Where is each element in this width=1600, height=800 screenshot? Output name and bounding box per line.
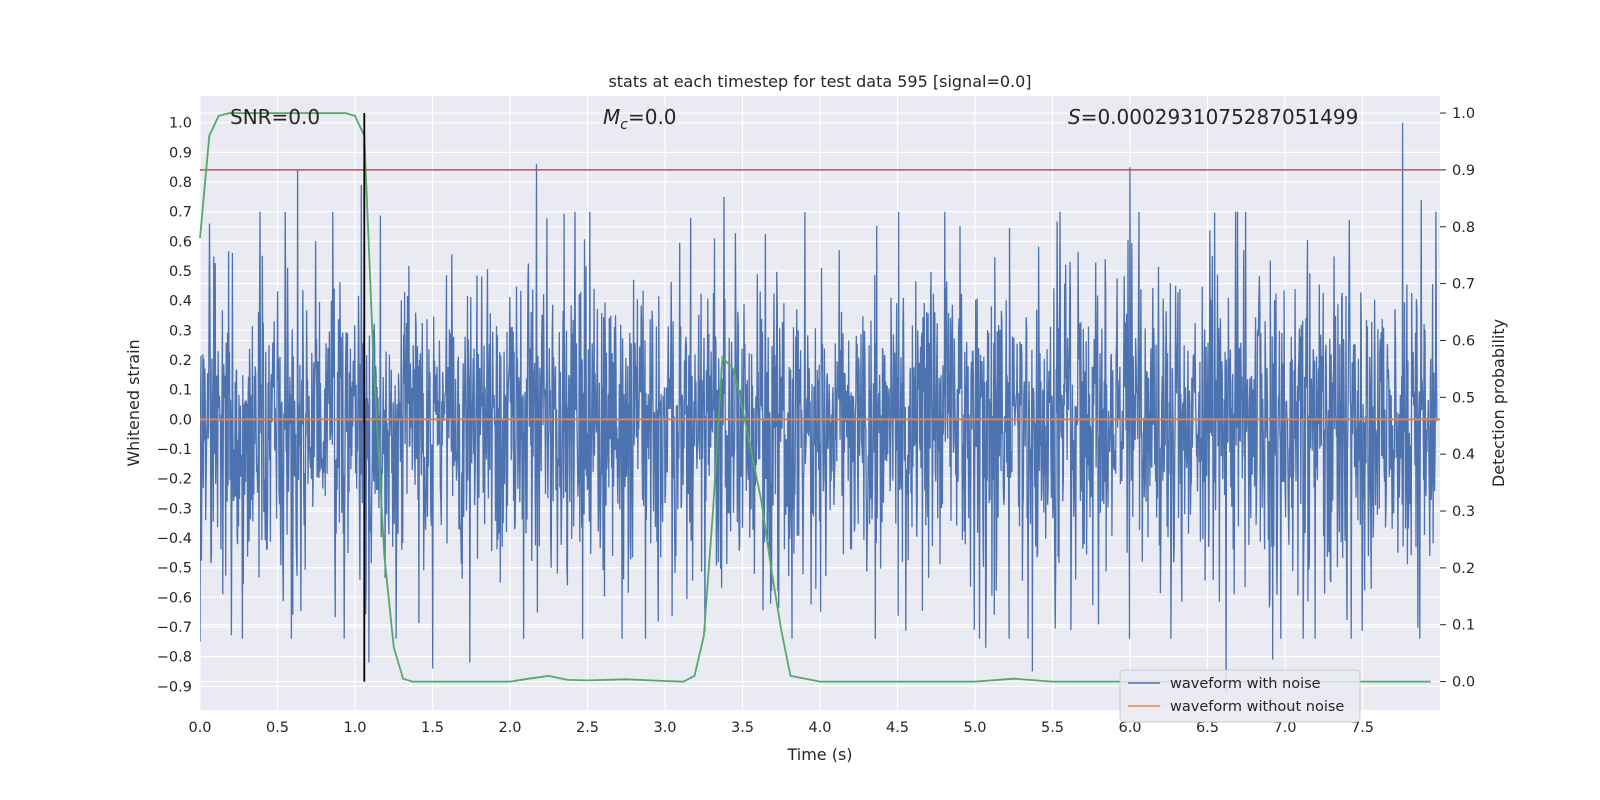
annotation-s: S=0.0002931075287051499: [1068, 105, 1358, 129]
x-tick-label: 1.5: [421, 720, 444, 736]
annotation-snr: SNR=0.0: [230, 105, 320, 129]
y-axis-label-left-text: Whitened strain: [124, 339, 143, 466]
y-right-tick-label: 1.0: [1452, 106, 1475, 122]
y-left-tick-label: −0.7: [157, 620, 192, 636]
x-tick-label: 0.0: [188, 720, 211, 736]
y-right-tick-label: 0.3: [1452, 504, 1475, 520]
y-left-tick-label: 0.6: [169, 234, 192, 250]
x-tick-label: 3.5: [731, 720, 754, 736]
legend-entry-without-noise: waveform without noise: [1170, 699, 1344, 715]
annotation-chirp-mass: Mc=0.0: [603, 105, 677, 133]
y-right-tick-label: 0.5: [1452, 390, 1475, 406]
legend: waveform with noise waveform without noi…: [1119, 669, 1361, 723]
annotation-chirp-mass-subscript: c: [620, 117, 628, 133]
x-tick-label: 2.0: [498, 720, 521, 736]
y-right-tick-label: 0.6: [1452, 333, 1475, 349]
y-left-tick-label: 0.9: [169, 145, 192, 161]
y-left-tick-label: 0.1: [169, 383, 192, 399]
y-left-tick-label: 0.0: [169, 412, 192, 428]
y-left-tick-label: −0.5: [157, 561, 192, 577]
annotation-s-value: =0.0002931075287051499: [1081, 105, 1359, 129]
y-right-tick-label: 0.0: [1452, 675, 1475, 691]
x-tick-label: 3.0: [653, 720, 676, 736]
y-left-tick-label: −0.1: [157, 442, 192, 458]
y-right-tick-label: 0.8: [1452, 220, 1475, 236]
x-tick-label: 1.0: [343, 720, 366, 736]
y-right-tick-label: 0.2: [1452, 561, 1475, 577]
y-left-tick-label: −0.8: [157, 650, 192, 666]
x-tick-label: 0.5: [266, 720, 289, 736]
y-left-tick-label: −0.3: [157, 501, 192, 517]
y-left-tick-label: −0.2: [157, 472, 192, 488]
x-tick-label: 4.5: [886, 720, 909, 736]
y-left-tick-label: −0.6: [157, 590, 192, 606]
annotation-chirp-mass-value: =0.0: [628, 105, 677, 129]
y-left-tick-label: 0.5: [169, 264, 192, 280]
y-right-tick-label: 0.1: [1452, 618, 1475, 634]
y-axis-label-right: Detection probability: [1489, 319, 1508, 487]
chart-title: stats at each timestep for test data 595…: [608, 72, 1031, 91]
x-tick-label: 6.0: [1118, 720, 1141, 736]
y-left-tick-label: 1.0: [169, 116, 192, 132]
y-right-tick-label: 0.9: [1452, 163, 1475, 179]
x-tick-label: 5.5: [1041, 720, 1064, 736]
x-tick-label: 6.5: [1196, 720, 1219, 736]
line-series-group: [199, 112, 1440, 683]
x-axis-label: Time (s): [786, 745, 852, 764]
y-left-tick-label: 0.2: [169, 353, 192, 369]
y-right-tick-label: 0.7: [1452, 277, 1475, 293]
y-left-tick-label: 0.7: [169, 205, 192, 221]
x-tick-label: 5.0: [963, 720, 986, 736]
y-left-tick-label: 0.3: [169, 323, 192, 339]
y-left-tick-label: 0.8: [169, 175, 192, 191]
annotation-s-symbol: S: [1068, 105, 1081, 129]
waveform-with-noise-line: [200, 122, 1438, 693]
x-tick-label: 4.0: [808, 720, 831, 736]
waveform-with-noise-series: [200, 122, 1438, 693]
annotation-chirp-mass-symbol: M: [603, 105, 620, 129]
x-tick-label: 2.5: [576, 720, 599, 736]
x-tick-label: 7.0: [1273, 720, 1296, 736]
y-left-tick-label: 0.4: [169, 294, 192, 310]
y-right-tick-label: 0.4: [1452, 447, 1475, 463]
y-left-tick-label: −0.4: [157, 531, 192, 547]
detection-probability-line: [199, 112, 1431, 683]
y-left-tick-label: −0.9: [157, 679, 192, 695]
tick-labels: 0.0 0.5 1.0 1.5 2.0 2.5 3.0 3.5 4.0 4.5 5.0 5.5 6.0 6…: [157, 106, 1475, 736]
x-tick-label: 7.5: [1351, 720, 1374, 736]
legend-entry-with-noise: waveform with noise: [1170, 676, 1321, 692]
legend-box: [1119, 669, 1361, 723]
